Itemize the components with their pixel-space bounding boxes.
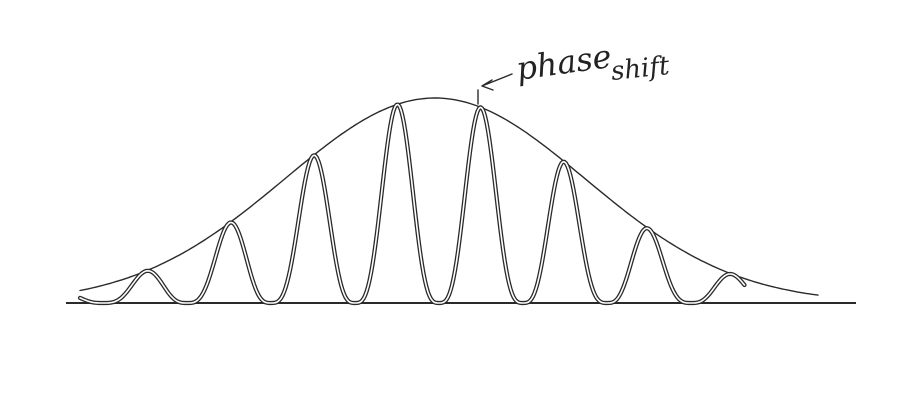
carrier-wave-highlight xyxy=(79,103,746,304)
annotation-shift: shift xyxy=(610,51,672,87)
annotation-phase: phase xyxy=(514,37,614,88)
carrier-wave xyxy=(77,102,747,306)
gaussian-envelope xyxy=(79,97,819,296)
phase-shift-arrow xyxy=(477,73,513,105)
